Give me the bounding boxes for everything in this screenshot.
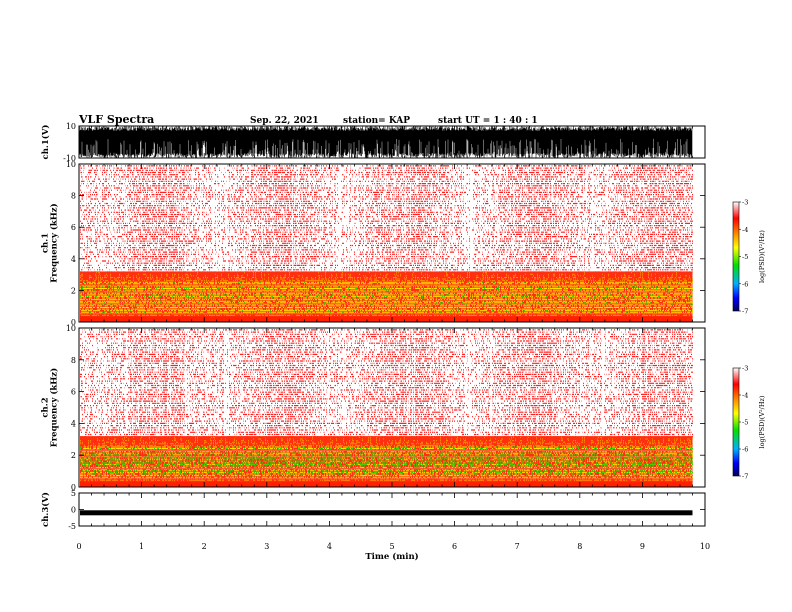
noise-speckle-red (80, 165, 693, 273)
y-axis-label: Frequency (kHz) (49, 203, 60, 282)
x-tick-label: 1 (139, 542, 144, 551)
spectrogram-high-frequency-noise (80, 165, 693, 273)
spectrogram-low-frequency-band (80, 271, 693, 322)
colorbar-label: log(PSD)(V²/Hz) (758, 230, 766, 283)
spectrogram-low-frequency-band (80, 436, 693, 487)
y-tick-label: 4 (71, 419, 76, 428)
y-axis-label: Frequency (kHz) (49, 368, 60, 447)
noise-speckle-red (80, 329, 693, 438)
y-tick-label: 10 (66, 324, 76, 333)
y-tick-label: 4 (71, 255, 76, 264)
ch2-colorbar: -3 -4 -5 -6 -7 log(PSD)(V²/Hz) (732, 365, 766, 481)
date-label: Sep. 22, 2021 (250, 116, 319, 126)
ch1-waveform-panel: 10 -10 ch.1(V) (40, 122, 706, 163)
ch1-spectrogram-panel: 0 2 4 6 8 10 ch.1 Frequency (kHz) (41, 160, 706, 327)
x-tick-label: 2 (202, 542, 207, 551)
x-tick-label: 6 (452, 542, 457, 551)
y-tick-label: 0 (71, 483, 76, 492)
ch2-spectrogram-panel: 0 2 4 6 8 10 ch.2 Frequency (kHz) (41, 324, 706, 492)
y-tick-label: 5 (71, 489, 76, 498)
colorbar-label: log(PSD)(V²/Hz) (758, 395, 766, 448)
colorbar-tick-label: -3 (742, 199, 748, 207)
band-floor (80, 481, 693, 487)
colorbar-tick-label: -4 (742, 392, 748, 400)
band-floor (80, 316, 693, 322)
chart-title: VLF Spectra (78, 113, 154, 126)
noise-speckle-light (80, 165, 693, 273)
colorbar-scale (732, 367, 740, 477)
y-tick-label: -5 (68, 522, 76, 531)
colorbar-tick-label: -6 (742, 446, 748, 454)
y-tick-label: 10 (66, 160, 76, 169)
spectrogram-high-frequency-noise (80, 329, 693, 438)
x-tick-label: 8 (577, 542, 582, 551)
ch3-waveform-panel: 5 0 -5 ch.3(V) (40, 489, 706, 531)
ch3-waveform-trace (80, 510, 693, 516)
colorbar-tick-label: -6 (742, 280, 748, 288)
y-axis-label: ch.1 (41, 233, 51, 253)
start-time-label: start UT = 1 : 40 : 1 (438, 116, 538, 126)
y-tick-label: 6 (71, 223, 76, 232)
band-yellow (80, 281, 693, 313)
x-tick-label: 10 (700, 542, 710, 551)
y-tick-label: 8 (71, 356, 76, 365)
time-axis: 0 1 2 3 4 5 6 7 8 9 10 Time (min) (76, 542, 710, 562)
x-tick-label: 4 (327, 542, 332, 551)
x-tick-label: 7 (515, 542, 520, 551)
x-tick-label: 9 (640, 542, 645, 551)
x-tick-label: 0 (76, 542, 81, 551)
colorbar-tick-label: -3 (742, 365, 748, 373)
y-tick-label: 2 (71, 286, 76, 295)
colorbar-tick-label: -5 (742, 419, 748, 427)
colorbar-tick-label: -5 (742, 253, 748, 261)
colorbar-tick-label: -7 (742, 473, 748, 481)
ch1-waveform-trace (78, 126, 693, 158)
y-axis-label: ch.1(V) (40, 125, 51, 160)
x-tick-label: 3 (264, 542, 269, 551)
y-tick-label: 2 (71, 451, 76, 460)
y-tick-label: 6 (71, 388, 76, 397)
colorbar-tick-label: -4 (742, 226, 748, 234)
x-axis-label: Time (min) (365, 551, 418, 562)
y-tick-label: -10 (63, 154, 76, 163)
ch1-colorbar: -3 -4 -5 -6 -7 log(PSD)(V²/Hz) (732, 199, 766, 316)
y-tick-label: 8 (71, 192, 76, 201)
y-tick-label: 10 (66, 122, 76, 131)
y-tick-label: 0 (71, 506, 76, 515)
y-axis-label: ch.2 (41, 397, 51, 417)
x-tick-label: 5 (389, 542, 394, 551)
colorbar-scale (732, 201, 740, 312)
colorbar-tick-label: -7 (742, 308, 748, 316)
y-axis-label: ch.3(V) (40, 492, 51, 527)
y-tick-label: 0 (71, 318, 76, 327)
station-label: station= KAP (343, 116, 410, 126)
